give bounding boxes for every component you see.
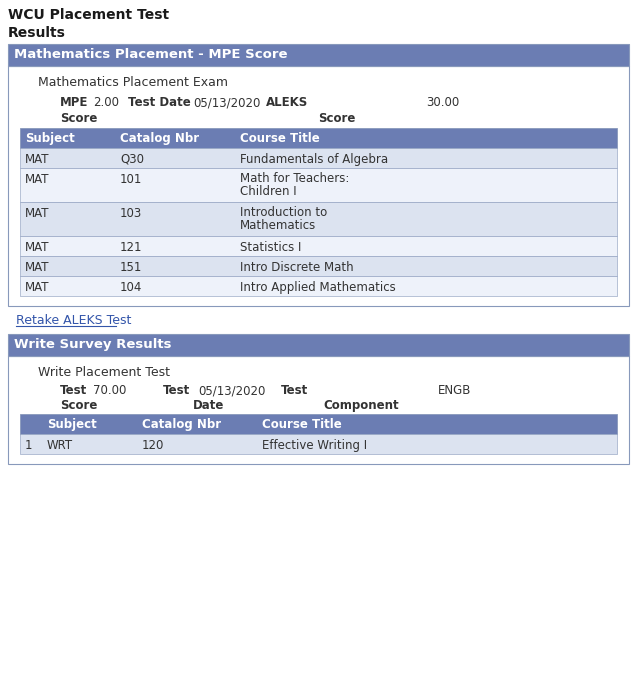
Text: WRT: WRT (47, 439, 73, 452)
Text: 121: 121 (120, 241, 143, 254)
Text: Date: Date (193, 399, 224, 412)
Text: 1: 1 (25, 439, 32, 452)
Text: Statistics I: Statistics I (240, 241, 301, 254)
Bar (8, 334, 629, 356)
Text: 151: 151 (120, 261, 143, 274)
Text: Write Placement Test: Write Placement Test (38, 366, 170, 379)
Text: Retake ALEKS Test: Retake ALEKS Test (16, 314, 131, 327)
Text: Subject: Subject (25, 132, 75, 145)
Text: 104: 104 (120, 281, 143, 294)
Bar (20, 414, 617, 434)
Text: Q30: Q30 (120, 153, 144, 166)
Bar (20, 168, 617, 202)
Text: 30.00: 30.00 (426, 96, 459, 109)
Text: 2.00: 2.00 (93, 96, 119, 109)
Text: MAT: MAT (25, 281, 50, 294)
Text: Score: Score (60, 112, 97, 125)
Bar (8, 66, 629, 306)
Text: 05/13/2020: 05/13/2020 (193, 96, 261, 109)
Text: Course Title: Course Title (240, 132, 320, 145)
Bar (20, 434, 617, 454)
Text: Intro Applied Mathematics: Intro Applied Mathematics (240, 281, 396, 294)
Text: MAT: MAT (25, 153, 50, 166)
Text: Fundamentals of Algebra: Fundamentals of Algebra (240, 153, 388, 166)
Text: ENGB: ENGB (438, 384, 471, 397)
Text: Course Title: Course Title (262, 418, 341, 431)
Text: MPE: MPE (60, 96, 89, 109)
Text: MAT: MAT (25, 173, 50, 186)
Text: Score: Score (318, 112, 355, 125)
Text: Results: Results (8, 26, 66, 40)
Bar (8, 356, 629, 464)
Text: Math for Teachers:: Math for Teachers: (240, 172, 349, 185)
Text: 103: 103 (120, 207, 142, 220)
Bar (20, 236, 617, 256)
Text: Test Date: Test Date (128, 96, 190, 109)
Text: Mathematics: Mathematics (240, 219, 316, 232)
Bar (20, 148, 617, 168)
Text: Test: Test (281, 384, 308, 397)
Text: MAT: MAT (25, 261, 50, 274)
Text: Subject: Subject (47, 418, 97, 431)
Text: Mathematics Placement Exam: Mathematics Placement Exam (38, 76, 228, 89)
Text: Catalog Nbr: Catalog Nbr (142, 418, 221, 431)
Text: MAT: MAT (25, 207, 50, 220)
Text: Children I: Children I (240, 185, 297, 198)
Text: Test: Test (60, 384, 87, 397)
Bar (20, 256, 617, 276)
Text: Test: Test (163, 384, 190, 397)
Bar (20, 276, 617, 296)
Text: Write Survey Results: Write Survey Results (14, 338, 171, 351)
Text: WCU Placement Test: WCU Placement Test (8, 8, 169, 22)
Text: Introduction to: Introduction to (240, 206, 327, 219)
Text: 70.00: 70.00 (93, 384, 126, 397)
Text: 05/13/2020: 05/13/2020 (198, 384, 266, 397)
Text: ALEKS: ALEKS (266, 96, 308, 109)
Text: MAT: MAT (25, 241, 50, 254)
Text: Catalog Nbr: Catalog Nbr (120, 132, 199, 145)
Text: Mathematics Placement - MPE Score: Mathematics Placement - MPE Score (14, 48, 287, 61)
Text: Effective Writing I: Effective Writing I (262, 439, 367, 452)
Bar (20, 202, 617, 236)
Text: Component: Component (323, 399, 399, 412)
Text: Score: Score (60, 399, 97, 412)
Text: 101: 101 (120, 173, 143, 186)
Text: 120: 120 (142, 439, 164, 452)
Bar (8, 44, 629, 66)
Bar (20, 128, 617, 148)
Text: Intro Discrete Math: Intro Discrete Math (240, 261, 354, 274)
